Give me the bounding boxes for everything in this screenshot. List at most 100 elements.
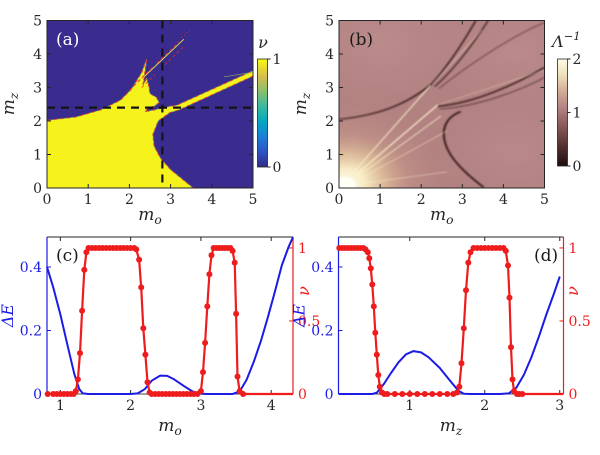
nu-marker	[375, 372, 382, 378]
nu-marker	[436, 391, 443, 397]
right-axis-title: ν	[294, 286, 313, 296]
right-tick-label: 0	[298, 387, 307, 403]
x-axis-title: mz	[440, 416, 463, 438]
right-tick-label: 0	[569, 387, 578, 403]
x-tick-label: 3	[196, 398, 205, 414]
y-tick-label: 1	[33, 148, 42, 164]
nu-marker	[467, 249, 474, 256]
colorbar-tick-label: 1	[573, 106, 582, 122]
nu-marker	[506, 294, 513, 301]
x-axis-title: mo	[138, 205, 162, 227]
nu-marker	[77, 350, 83, 357]
left-tick-label: 0	[33, 387, 42, 403]
left-tick-label: 0.2	[20, 324, 42, 340]
streak-red-dash-left	[129, 41, 180, 91]
nu-marker	[133, 246, 140, 253]
nu-marker	[138, 284, 145, 291]
nu-marker	[465, 259, 472, 266]
x-tick-label: 3	[458, 192, 467, 208]
nu-marker	[44, 391, 51, 397]
label-base: m	[440, 416, 456, 436]
nu-marker	[140, 325, 147, 332]
nu-marker	[384, 391, 391, 397]
label-base: ν	[258, 33, 268, 52]
x-axis-title: mo	[158, 416, 182, 438]
label-base: ν	[563, 286, 582, 296]
nu-marker	[376, 383, 383, 390]
x-tick-label: 1	[56, 398, 65, 414]
nu-marker	[505, 262, 511, 269]
streak-thin-yellow-line	[135, 38, 185, 86]
label-subscript: o	[174, 424, 181, 438]
x-tick-label: 0	[335, 192, 344, 208]
nu-marker	[509, 376, 516, 383]
label-base: ν	[294, 286, 313, 296]
panel-label: (d)	[534, 246, 558, 266]
nu-marker	[454, 389, 460, 396]
label-base: Λ	[550, 32, 564, 51]
nu-marker	[429, 391, 436, 397]
label-subscript: o	[446, 213, 453, 227]
y-tick-label: 5	[325, 14, 334, 30]
nu-marker	[229, 247, 236, 254]
label-base: ΔE	[290, 304, 309, 329]
nu-marker	[74, 376, 81, 383]
x-tick-label: 4	[207, 192, 216, 208]
y-tick-label: 1	[325, 148, 334, 164]
label-base: ΔE	[0, 304, 17, 329]
label-subscript: z	[299, 92, 313, 100]
right-tick-label: 1	[569, 241, 578, 257]
label-base: m	[430, 205, 446, 225]
axes-frame	[338, 20, 545, 189]
y-tick-label: 5	[33, 14, 42, 30]
nu-marker	[233, 310, 240, 317]
axes-frame	[46, 20, 254, 189]
sliver-green-tinge	[224, 72, 252, 78]
y-tick-label: 3	[325, 81, 334, 97]
label-subscript: z	[455, 424, 463, 438]
nu-marker	[373, 351, 380, 358]
nu-marker	[72, 388, 79, 395]
x-tick-label: 0	[43, 192, 52, 208]
colorbar-tick-label: 1	[273, 52, 282, 68]
label-subscript: o	[154, 213, 161, 227]
x-tick-label: 1	[376, 192, 385, 208]
left-axis-title: ΔE	[0, 304, 17, 329]
nu-marker	[460, 325, 467, 332]
colorbar-label: Λ−1	[550, 29, 581, 51]
nu-marker	[364, 249, 371, 256]
nu-marker	[519, 391, 526, 397]
label-superscript: −1	[564, 29, 581, 43]
nu1-yellow-region	[47, 59, 253, 188]
nu-marker	[456, 383, 463, 390]
left-tick-label: 0.4	[20, 260, 42, 276]
x-axis-title: mo	[430, 205, 454, 227]
nu-marker	[206, 271, 213, 278]
label-base: m	[158, 416, 174, 436]
x-tick-label: 1	[405, 398, 414, 414]
y-tick-label: 4	[33, 47, 42, 63]
y-tick-label: 4	[325, 47, 334, 63]
nu-marker	[366, 255, 373, 262]
nu-marker	[399, 391, 406, 397]
left-tick-label: 0.2	[311, 324, 333, 340]
colorbar-nu	[257, 58, 268, 168]
x-tick-label: 4	[499, 192, 508, 208]
nu-marker	[367, 265, 374, 272]
y-tick-label: 2	[325, 114, 334, 130]
nu-marker	[508, 344, 514, 351]
nu-marker	[79, 307, 86, 314]
y-tick-label: 0	[325, 181, 334, 197]
nu-marker	[208, 252, 215, 259]
label-base: m	[0, 99, 19, 115]
right-tick-label: 0.5	[569, 314, 591, 330]
x-tick-label: 4	[267, 398, 276, 414]
colorbar-tick-label: 0	[573, 159, 582, 175]
nu-marker	[391, 391, 398, 397]
nu-marker	[240, 391, 247, 397]
left-tick-label: 0	[325, 387, 334, 403]
